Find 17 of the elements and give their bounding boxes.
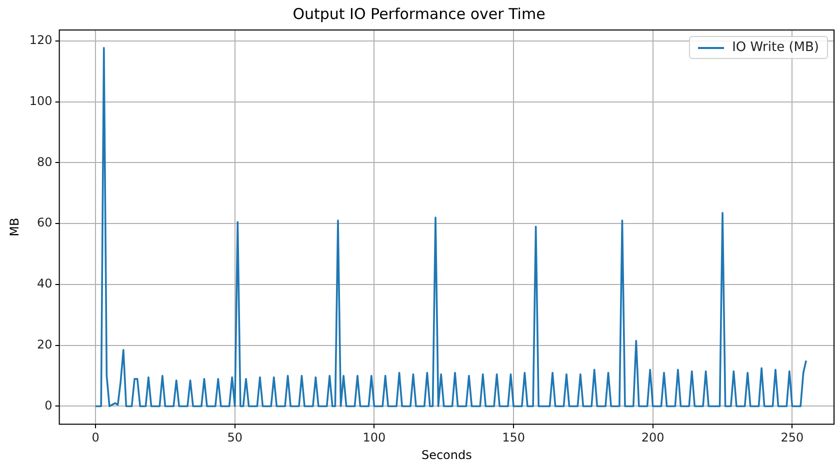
- y-axis-title: MB: [7, 218, 22, 236]
- y-tick-label: 60: [37, 216, 52, 230]
- y-tick-label: 80: [37, 154, 52, 169]
- x-tick-label: 0: [92, 430, 100, 445]
- x-tick-label: 150: [502, 430, 525, 445]
- y-tick-label: 40: [37, 276, 52, 291]
- y-tick-label: 20: [37, 337, 52, 352]
- x-tick-label: 200: [641, 430, 664, 445]
- y-tick-label: 100: [29, 94, 52, 108]
- x-axis-title: Seconds: [421, 448, 472, 462]
- chart-title: Output IO Performance over Time: [292, 4, 546, 23]
- x-tick-label: 250: [780, 430, 804, 445]
- x-tick-label: 100: [362, 430, 386, 445]
- x-tick-label: 50: [227, 430, 243, 445]
- legend-label: IO Write (MB): [732, 40, 819, 55]
- y-tick-label: 120: [29, 33, 52, 48]
- y-tick-label: 0: [44, 398, 52, 412]
